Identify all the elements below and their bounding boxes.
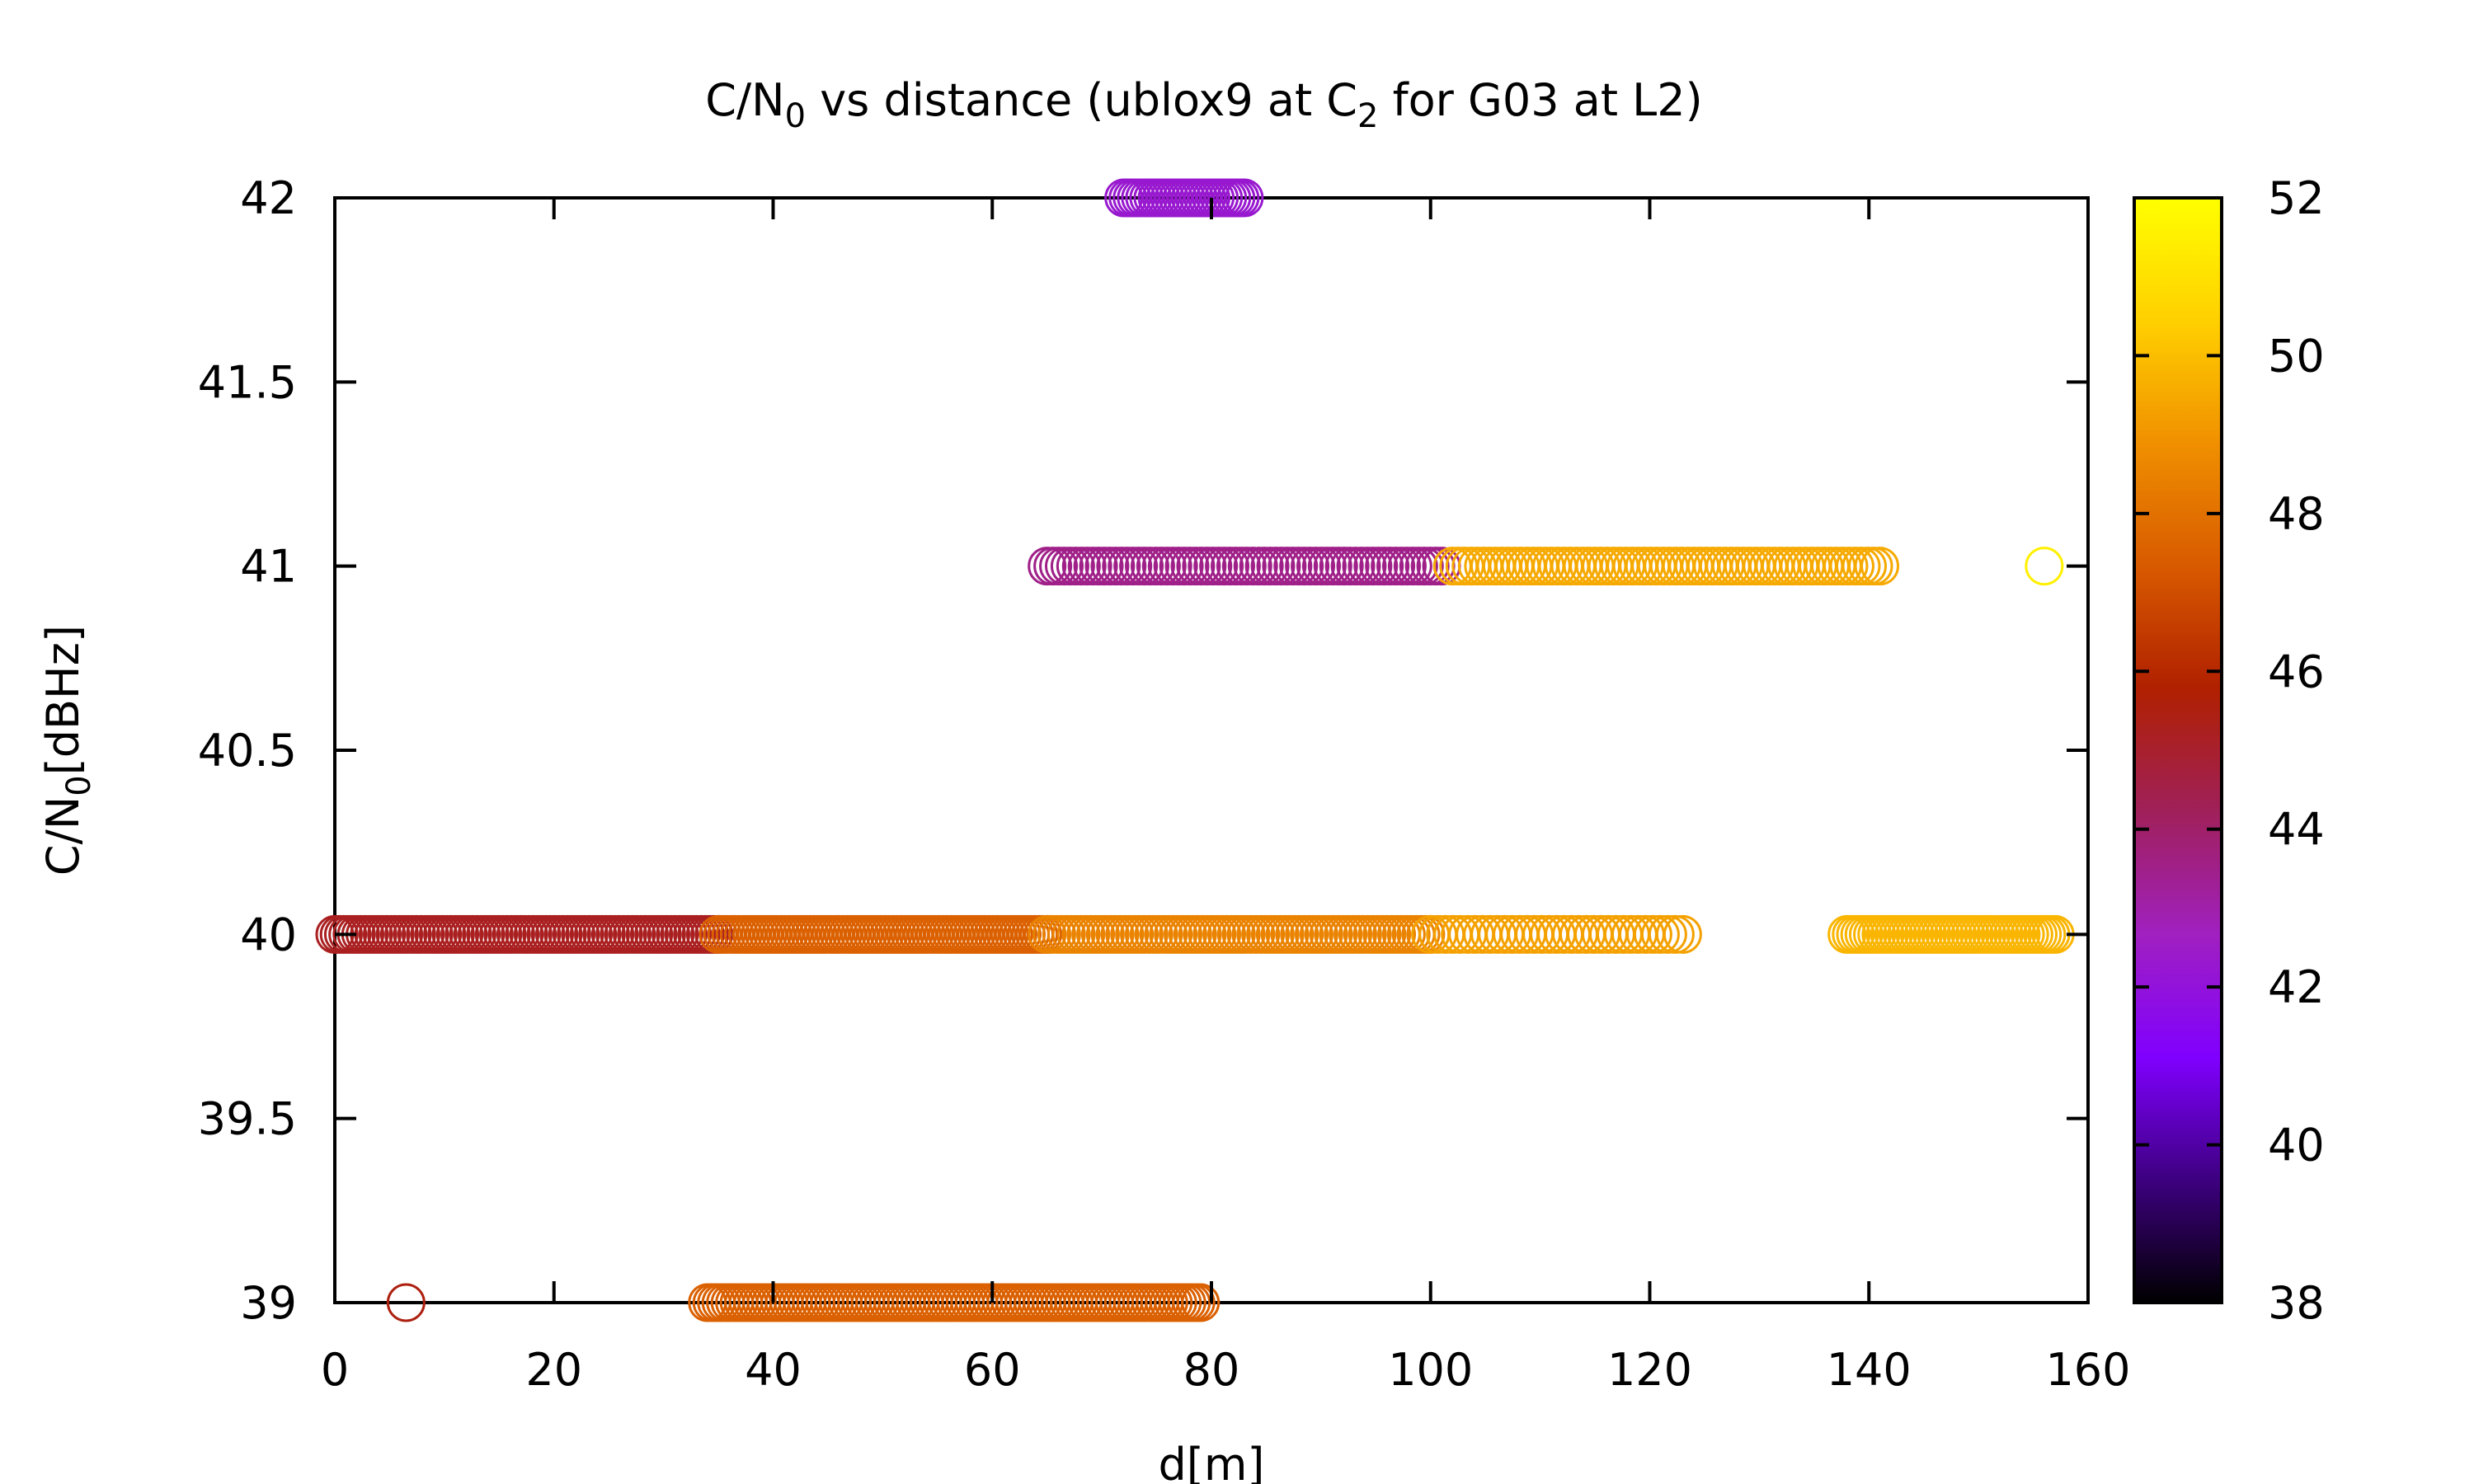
data-markers bbox=[315, 178, 2075, 1322]
y-tick-label: 41 bbox=[240, 541, 297, 593]
x-tick-label: 140 bbox=[1827, 1344, 1912, 1396]
data-point bbox=[1633, 914, 1672, 954]
y-tick-labels: 39 39.5 40 40.5 41 41.5 42 bbox=[198, 172, 297, 1329]
colorbar-tick-label: 40 bbox=[2268, 1120, 2325, 1172]
colorbar-tick-label: 44 bbox=[2268, 804, 2325, 856]
x-tick-label: 0 bbox=[321, 1344, 349, 1396]
colorbar-ticks: 38 40 42 44 46 48 50 52 bbox=[2134, 172, 2325, 1329]
colorbar-tick-label: 38 bbox=[2268, 1277, 2325, 1329]
x-tick-label: 120 bbox=[1607, 1344, 1692, 1396]
data-point bbox=[2025, 547, 2064, 586]
y-tick-label: 40.5 bbox=[198, 725, 297, 777]
y-tick-label: 39 bbox=[240, 1277, 297, 1329]
data-point bbox=[386, 1283, 426, 1322]
x-tick-label: 100 bbox=[1388, 1344, 1473, 1396]
colorbar-tick-label: 50 bbox=[2268, 330, 2325, 382]
data-point bbox=[1663, 914, 1702, 954]
axis-ticks bbox=[333, 196, 2090, 1304]
data-point bbox=[1860, 547, 1900, 586]
x-tick-label: 60 bbox=[964, 1344, 1021, 1396]
y-tick-label: 42 bbox=[240, 172, 297, 224]
x-tick-label: 40 bbox=[745, 1344, 802, 1396]
colorbar-tick-label: 52 bbox=[2268, 172, 2325, 224]
colorbar-tick-label: 48 bbox=[2268, 488, 2325, 540]
x-tick-labels: 0 20 40 60 80 100 120 140 160 bbox=[321, 1344, 2131, 1396]
x-tick-label: 160 bbox=[2045, 1344, 2130, 1396]
plot-frame bbox=[333, 196, 2090, 1304]
data-point bbox=[1640, 914, 1680, 954]
x-axis-label: d[m] bbox=[1158, 1439, 1264, 1484]
y-tick-label: 39.5 bbox=[198, 1093, 297, 1145]
x-tick-label: 20 bbox=[525, 1344, 582, 1396]
data-point bbox=[1648, 914, 1687, 954]
chart-title: C/N0 vs distance (ublox9 at C2 for G03 a… bbox=[705, 74, 1702, 135]
y-tick-label: 41.5 bbox=[198, 356, 297, 408]
y-axis-label: C/N0[dBHz] bbox=[37, 625, 98, 876]
colorbar-tick-label: 42 bbox=[2268, 961, 2325, 1013]
x-tick-label: 80 bbox=[1183, 1344, 1240, 1396]
colorbar bbox=[2133, 196, 2223, 1304]
data-point bbox=[1181, 1283, 1221, 1322]
data-point bbox=[1655, 914, 1695, 954]
data-point bbox=[1225, 178, 1264, 218]
y-tick-label: 40 bbox=[240, 909, 297, 960]
colorbar-tick-label: 46 bbox=[2268, 646, 2325, 697]
